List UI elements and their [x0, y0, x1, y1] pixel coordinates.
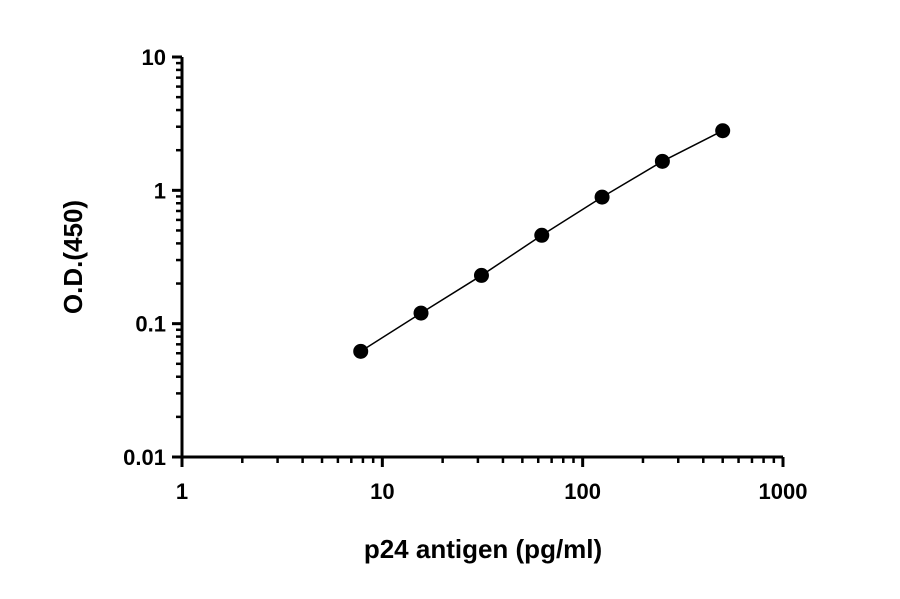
x-tick-label: 1000: [759, 479, 808, 504]
data-point: [654, 153, 670, 169]
y-axis-title: O.D.(450): [58, 200, 88, 314]
y-tick-label: 10: [142, 45, 166, 70]
x-tick-label: 10: [370, 479, 394, 504]
axes: 1 10 100 1000 0.01 0.1 1 10: [123, 45, 807, 504]
x-tick-label: 100: [564, 479, 601, 504]
x-tick-label: 1: [176, 479, 188, 504]
series-layer: [353, 123, 731, 359]
y-tick-label: 0.01: [123, 445, 166, 470]
data-point: [473, 267, 489, 283]
data-point: [594, 189, 610, 205]
data-point: [534, 227, 550, 243]
data-point: [715, 123, 731, 139]
x-axis-title: p24 antigen (pg/ml): [364, 534, 602, 564]
data-point: [413, 305, 429, 321]
data-point: [353, 343, 369, 359]
y-tick-label: 1: [154, 178, 166, 203]
y-tick-label: 0.1: [135, 312, 166, 337]
